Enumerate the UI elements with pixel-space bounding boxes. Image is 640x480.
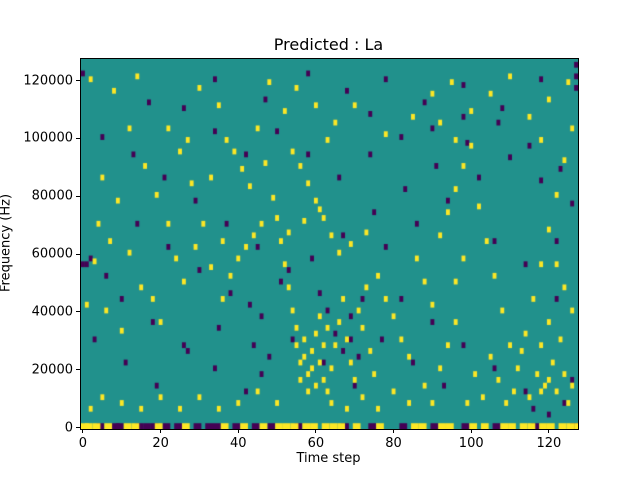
y-tick-mark (76, 253, 80, 255)
y-tick-mark (76, 369, 80, 371)
x-tick-mark (548, 429, 550, 433)
x-tick-mark (82, 429, 84, 433)
chart-title: Predicted : La (273, 35, 384, 54)
y-tick-label: 80000 (31, 188, 73, 204)
x-tick-label: 20 (152, 436, 169, 451)
y-tick-mark (76, 427, 80, 429)
y-tick-label: 40000 (31, 304, 73, 320)
x-tick-label: 0 (78, 436, 88, 451)
x-tick-label: 40 (229, 436, 247, 451)
heatmap-canvas (81, 59, 578, 429)
x-axis-label: Time step (296, 451, 361, 466)
x-tick-label: 80 (385, 436, 402, 451)
x-tick-label: 100 (458, 436, 484, 451)
x-tick-label: 120 (536, 436, 562, 451)
x-tick-mark (470, 429, 472, 433)
y-tick-mark (76, 195, 80, 197)
y-tick-mark (76, 80, 80, 82)
x-tick-mark (315, 429, 317, 433)
y-tick-label: 0 (64, 420, 73, 436)
x-tick-label: 60 (307, 436, 325, 451)
y-tick-label: 60000 (31, 246, 73, 262)
y-axis-label: Frequency (Hz) (0, 193, 14, 293)
y-tick-label: 120000 (23, 73, 73, 89)
y-tick-mark (76, 311, 80, 313)
x-tick-mark (160, 429, 162, 433)
y-tick-label: 20000 (31, 362, 73, 378)
y-tick-label: 100000 (23, 130, 73, 146)
plot-area: 0 20 40 60 80 100 120 0 20000 40000 60000 80000 1000… (23, 58, 579, 451)
y-tick-mark (76, 137, 80, 139)
x-tick-mark (237, 429, 239, 433)
x-tick-mark (393, 429, 395, 433)
